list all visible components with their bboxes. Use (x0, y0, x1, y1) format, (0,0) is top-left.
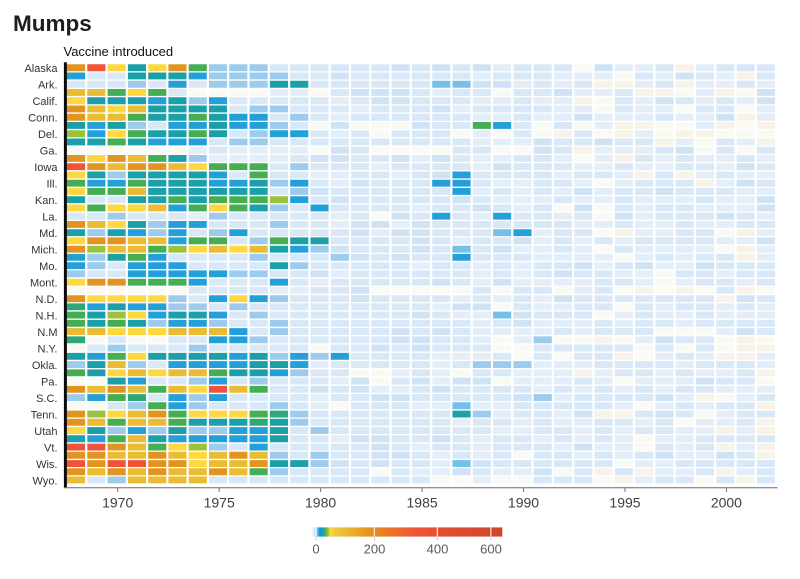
svg-text:La.: La. (42, 212, 57, 224)
svg-text:1970: 1970 (102, 495, 133, 511)
svg-text:Vt.: Vt. (44, 443, 57, 455)
svg-text:400: 400 (427, 542, 449, 557)
svg-text:Mich.: Mich. (31, 245, 57, 257)
svg-text:N.H.: N.H. (36, 311, 58, 323)
svg-text:Mumps: Mumps (13, 11, 92, 36)
svg-text:Calif.: Calif. (32, 96, 57, 108)
svg-text:N.D.: N.D. (36, 294, 58, 306)
svg-text:2000: 2000 (711, 495, 742, 511)
svg-text:Del.: Del. (38, 129, 58, 141)
svg-text:Kan.: Kan. (35, 195, 58, 207)
svg-text:N.Y.: N.Y. (38, 344, 58, 356)
svg-text:1975: 1975 (204, 495, 235, 511)
svg-text:Iowa: Iowa (34, 162, 58, 174)
svg-text:Md.: Md. (39, 228, 57, 240)
svg-text:Wis.: Wis. (36, 459, 57, 471)
svg-text:Mo.: Mo. (39, 261, 57, 273)
svg-text:1985: 1985 (407, 495, 438, 511)
svg-text:1980: 1980 (305, 495, 336, 511)
svg-text:Conn.: Conn. (28, 113, 57, 125)
svg-text:1995: 1995 (609, 495, 640, 511)
svg-text:Ga.: Ga. (40, 146, 58, 158)
svg-text:600: 600 (480, 542, 502, 557)
svg-text:S.C.: S.C. (36, 393, 57, 405)
svg-text:Pa.: Pa. (41, 377, 58, 389)
svg-text:1990: 1990 (508, 495, 539, 511)
svg-text:Okla.: Okla. (32, 360, 58, 372)
svg-text:Alaska: Alaska (24, 63, 58, 75)
svg-text:200: 200 (364, 542, 386, 557)
svg-text:Vaccine introduced: Vaccine introduced (64, 44, 174, 59)
svg-text:Tenn.: Tenn. (31, 410, 58, 422)
svg-text:Mont.: Mont. (30, 278, 58, 290)
svg-text:Ark.: Ark. (38, 80, 58, 92)
svg-text:N.M: N.M (37, 327, 57, 339)
svg-text:Ill.: Ill. (47, 179, 58, 191)
svg-text:0: 0 (312, 542, 319, 557)
svg-text:Utah: Utah (34, 426, 57, 438)
svg-text:Wyo.: Wyo. (33, 476, 58, 488)
